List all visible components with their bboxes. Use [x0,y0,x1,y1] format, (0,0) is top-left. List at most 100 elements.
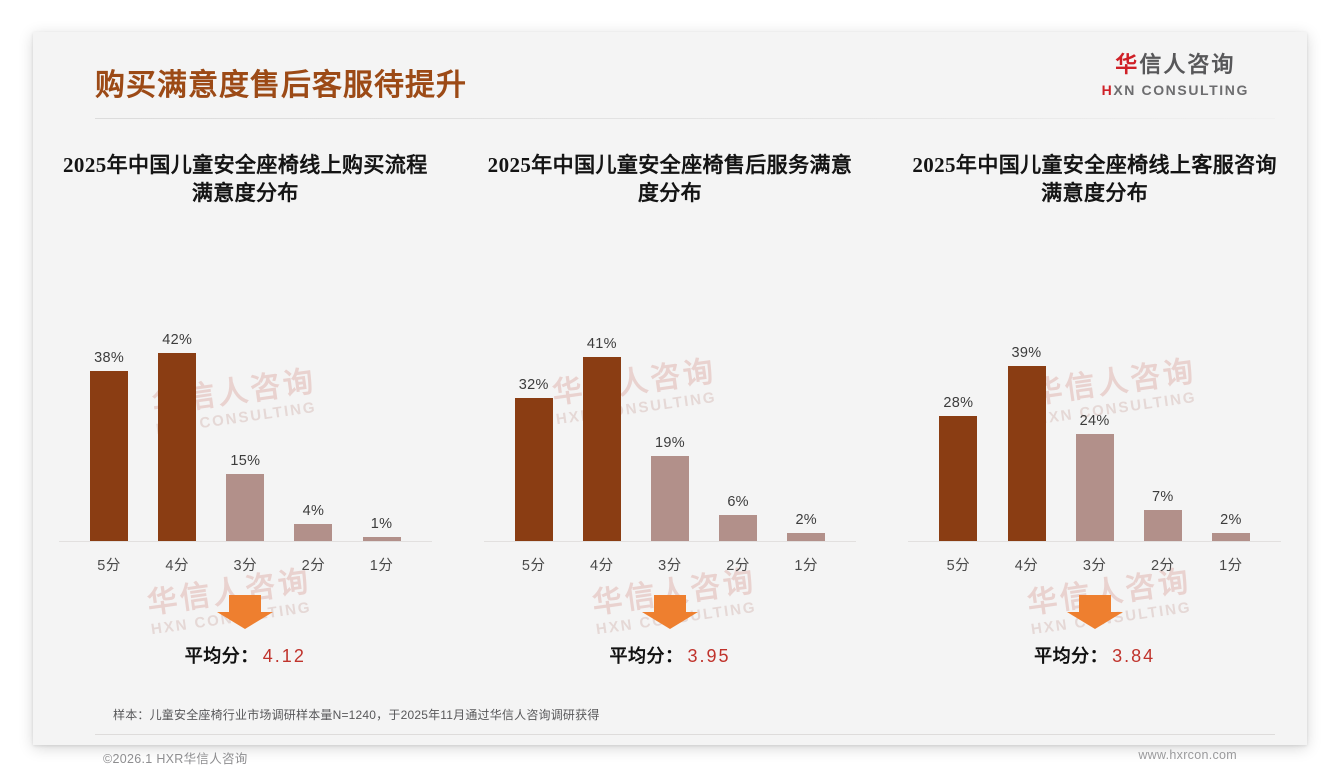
bar [1007,366,1046,542]
category-label: 3分 [658,558,682,574]
bar [650,456,689,542]
bar [362,537,401,542]
category-label: 2分 [301,558,326,574]
bar-column: 6% [704,282,772,542]
down-arrow-wrap [458,595,883,629]
bar-column: 38% [75,282,143,542]
average-value: 4.12 [262,646,306,666]
category-labels: 5分 4分 3分 2分 1分 [500,554,841,575]
down-arrow-wrap [33,595,458,629]
bar-value-label: 24% [1079,413,1110,429]
x-axis-line [908,541,1281,542]
bar [1143,510,1182,542]
category-label: 3分 [1082,558,1107,574]
company-logo: 华信人咨询 HXN CONSULTING [1102,52,1249,98]
bar-column: 24% [1061,282,1129,542]
bar [226,474,265,542]
bar-value-label: 15% [230,453,261,469]
bar [582,357,621,542]
category-label: 2分 [1150,558,1175,574]
bar-column: 32% [500,282,568,542]
slide-footer: ©2026.1 HXR华信人咨询 www.hxrcon.com [33,742,1307,772]
arrow-down-icon [641,595,698,629]
average-score: 平均分： 3.95 [458,642,883,668]
category-label: 1分 [794,558,818,574]
category-label: 5分 [97,558,121,574]
logo-cn-rest: 信人咨询 [1139,52,1236,77]
bar-value-label: 19% [655,435,685,451]
category-label: 4分 [1014,558,1039,574]
bar-value-label: 38% [94,350,125,366]
bar [90,371,129,542]
category-label: 2分 [726,558,750,574]
bar-value-label: 39% [1011,345,1042,361]
bar-column: 4% [279,282,347,542]
bar-value-label: 1% [370,516,393,532]
bar [787,533,826,542]
bar-column: 41% [568,282,636,542]
arrow-down-icon [217,595,274,629]
bar-group: 28% 39% 24% 7% [924,282,1265,542]
sample-footnote: 样本：儿童安全座椅行业市场调研样本量N=1240，于2025年11月通过华信人咨… [113,708,600,722]
bar-plot: 28% 39% 24% 7% [882,282,1307,542]
average-label: 平均分： [1034,646,1109,666]
bar-value-label: 6% [727,494,749,510]
bar [1211,533,1250,542]
category-label: 3分 [233,558,258,574]
bar [294,524,333,542]
bar-value-label: 28% [943,395,974,411]
chart-title: 2025年中国儿童安全座椅线上客服咨询满意度分布 [912,153,1277,205]
page-title: 购买满意度售后客服待提升 [95,69,467,102]
average-value: 3.95 [687,646,731,666]
logo-en-rest: XN CONSULTING [1113,82,1249,98]
chart-title: 2025年中国儿童安全座椅售后服务满意度分布 [487,153,853,205]
bar-column: 2% [1197,282,1265,542]
bar-column: 2% [772,282,840,542]
x-axis-line [483,541,857,542]
bar-column: 15% [211,282,279,542]
bar-column: 19% [636,282,704,542]
slide-canvas: 华信人咨询 HXN CONSULTING 华信人咨询 HXN CONSULTIN… [33,32,1307,766]
category-label: 4分 [165,558,189,574]
average-label: 平均分： [609,646,684,666]
bar-plot: 38% 42% 15% 4% [33,282,458,542]
charts-row: 2025年中国儿童安全座椅线上购买流程满意度分布 38% 42% 15% [33,152,1307,672]
chart-panel-3: 2025年中国儿童安全座椅线上客服咨询满意度分布 28% 39% 24% [882,152,1307,672]
category-labels: 5分 4分 3分 2分 1分 [924,554,1265,575]
bar-plot: 32% 41% 19% 6% [458,282,883,542]
x-axis-line [59,541,432,542]
average-score: 平均分： 3.84 [882,642,1307,668]
bar-column: 39% [992,282,1060,542]
bar [939,416,978,542]
bar-column: 1% [348,282,416,542]
logo-cn-accent: 华 [1115,52,1140,77]
chart-title: 2025年中国儿童安全座椅线上购买流程满意度分布 [63,153,428,205]
website-url[interactable]: www.hxrcon.com [1138,748,1237,762]
bar-value-label: 42% [162,332,193,348]
category-label: 1分 [369,558,394,574]
category-label: 1分 [1219,558,1243,574]
logo-en-accent: H [1101,82,1114,98]
bar-value-label: 41% [586,336,617,352]
category-labels: 5分 4分 3分 2分 1分 [75,554,416,575]
bar-value-label: 7% [1151,489,1174,505]
bar [719,515,758,542]
average-label: 平均分： [184,646,259,666]
bar-column: 7% [1129,282,1197,542]
logo-english-text: HXN CONSULTING [1102,83,1249,97]
average-score: 平均分： 4.12 [33,642,458,668]
bar-value-label: 32% [518,377,549,393]
bar-group: 38% 42% 15% 4% [75,282,416,542]
bar-value-label: 2% [795,512,817,528]
average-value: 3.84 [1112,646,1156,666]
bar [1075,434,1114,542]
down-arrow-wrap [882,595,1307,629]
bar [158,353,197,542]
arrow-down-icon [1066,595,1123,629]
copyright-text: ©2026.1 HXR华信人咨询 [103,752,248,766]
category-label: 5分 [946,558,971,574]
category-label: 4分 [590,558,614,574]
footer-divider [95,734,1275,735]
bar-group: 32% 41% 19% 6% [500,282,841,542]
bar-value-label: 2% [1220,512,1242,528]
